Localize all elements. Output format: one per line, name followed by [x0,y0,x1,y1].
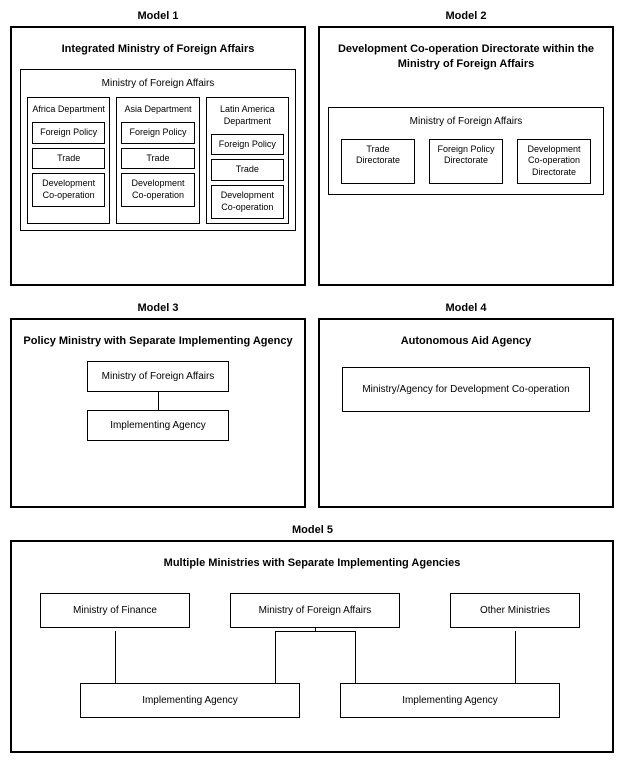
model-4-panel: Autonomous Aid Agency Ministry/Agency fo… [318,318,614,508]
m5-top-foreign: Ministry of Foreign Affairs [230,593,400,628]
connector-line [275,631,276,683]
small-box: Trade [121,148,194,170]
model-2-inner: Ministry of Foreign Affairs Trade Direct… [328,107,604,195]
model-2-label: Model 2 [318,10,614,22]
dir-foreign-policy: Foreign Policy Directorate [429,139,503,184]
model-5-label: Model 5 [10,524,615,536]
model-3-bottom-box: Implementing Agency [87,410,229,441]
model-3-panel: Policy Ministry with Separate Implementi… [10,318,306,508]
model-2-panel: Development Co-operation Directorate wit… [318,26,614,286]
model-5: Model 5 Multiple Ministries with Separat… [10,524,615,753]
dept-title: Asia Department [121,102,194,118]
model-1-cols: Africa Department Foreign Policy Trade D… [27,97,289,223]
model-1-panel: Integrated Ministry of Foreign Affairs M… [10,26,306,286]
model-4-box: Ministry/Agency for Development Co-opera… [342,367,590,412]
m5-top-finance: Ministry of Finance [40,593,190,628]
row-1: Model 1 Integrated Ministry of Foreign A… [10,10,615,286]
model-3-label: Model 3 [10,302,306,314]
small-box: Foreign Policy [121,122,194,144]
small-box: Foreign Policy [32,122,105,144]
connector-line [115,631,116,683]
model-2-inner-title: Ministry of Foreign Affairs [335,116,597,127]
model-5-subtitle: Multiple Ministries with Separate Implem… [20,556,604,571]
small-box: Trade [211,159,284,181]
model-1-label: Model 1 [10,10,306,22]
m5-bottom-right: Implementing Agency [340,683,560,718]
model-3-stack: Ministry of Foreign Affairs Implementing… [20,361,296,441]
small-box: Foreign Policy [211,134,284,156]
model-2-dirs: Trade Directorate Foreign Policy Directo… [335,135,597,188]
m5-top-other: Other Ministries [450,593,580,628]
model-1: Model 1 Integrated Ministry of Foreign A… [10,10,306,286]
model-3: Model 3 Policy Ministry with Separate Im… [10,302,306,508]
model-3-subtitle: Policy Ministry with Separate Implementi… [20,334,296,349]
m5-bottom-left: Implementing Agency [80,683,300,718]
small-box: Development Co-operation [121,173,194,206]
model-3-top-box: Ministry of Foreign Affairs [87,361,230,392]
connector-line [515,631,516,683]
model-1-inner: Ministry of Foreign Affairs Africa Depar… [20,69,296,230]
dept-title: Africa Department [32,102,105,118]
small-box: Trade [32,148,105,170]
dept-asia: Asia Department Foreign Policy Trade Dev… [116,97,199,223]
model-4: Model 4 Autonomous Aid Agency Ministry/A… [318,302,614,508]
dept-africa: Africa Department Foreign Policy Trade D… [27,97,110,223]
model-2: Model 2 Development Co-operation Directo… [318,10,614,286]
connector-line [158,392,159,410]
dept-title: Latin America Department [211,102,284,129]
model-5-panel: Multiple Ministries with Separate Implem… [10,540,614,753]
dept-latin-america: Latin America Department Foreign Policy … [206,97,289,223]
small-box: Development Co-operation [32,173,105,206]
connector-line [315,627,316,632]
model-2-subtitle: Development Co-operation Directorate wit… [328,42,604,73]
row-2: Model 3 Policy Ministry with Separate Im… [10,302,615,508]
model-1-inner-title: Ministry of Foreign Affairs [27,78,289,89]
model-4-label: Model 4 [318,302,614,314]
model-4-subtitle: Autonomous Aid Agency [328,334,604,349]
small-box: Development Co-operation [211,185,284,218]
dir-development: Development Co-operation Directorate [517,139,591,184]
connector-line [355,631,356,683]
dir-trade: Trade Directorate [341,139,415,184]
model-5-area: Ministry of Finance Ministry of Foreign … [20,583,604,743]
model-1-subtitle: Integrated Ministry of Foreign Affairs [20,42,296,57]
